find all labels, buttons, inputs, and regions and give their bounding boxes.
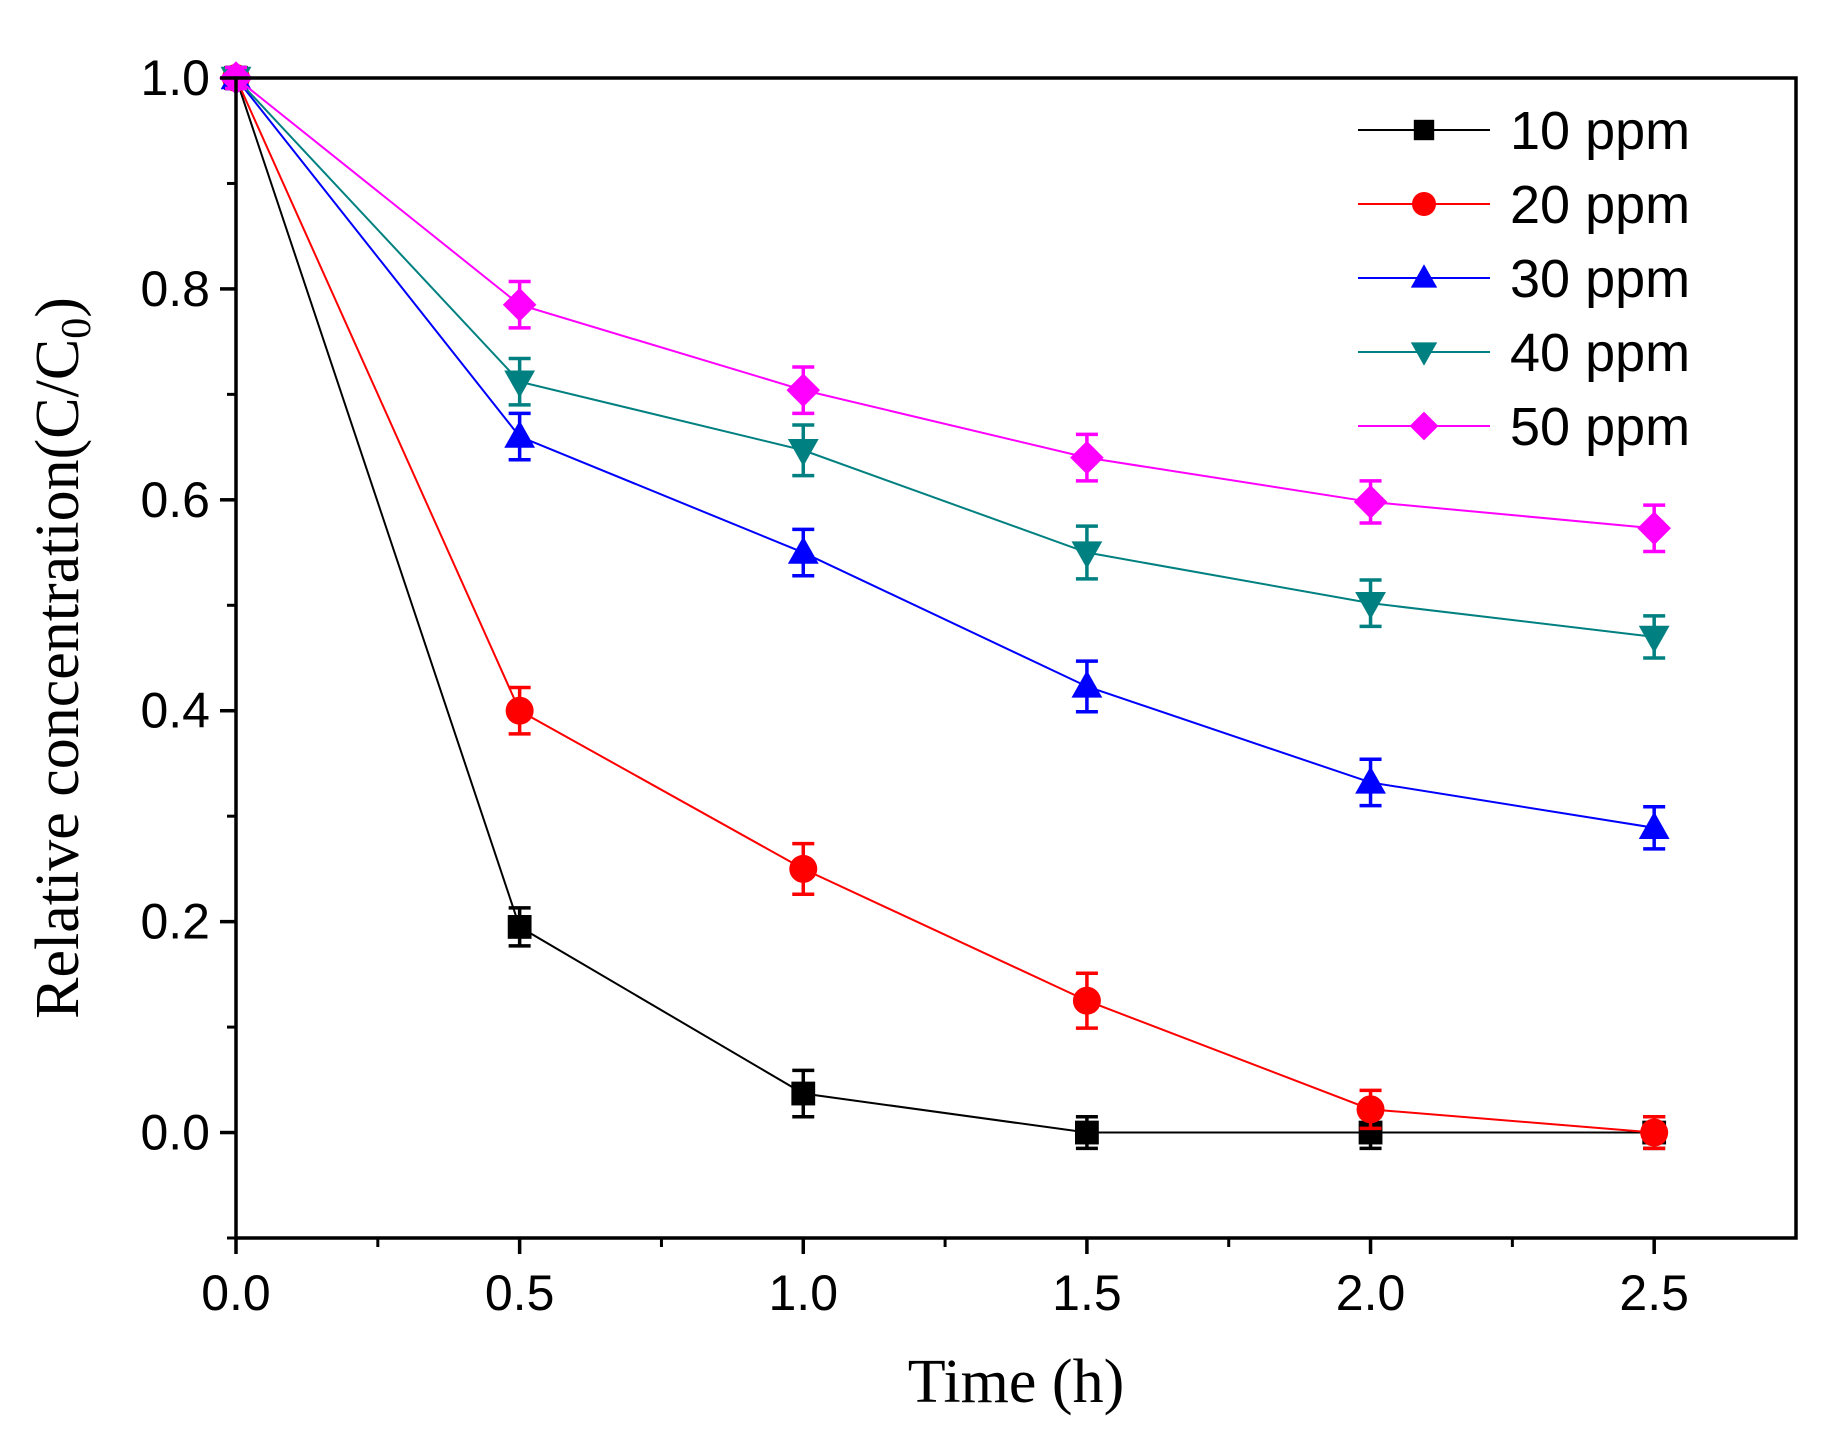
y-axis-title-main: Relative concentration(C/C (24, 339, 92, 1019)
y-tick-label: 1.0 (140, 50, 210, 106)
series-40-ppm (220, 65, 1670, 660)
y-axis-title-subscript: 0 (54, 318, 100, 339)
plot-frame (234, 76, 1798, 1240)
legend-label: 40 ppm (1510, 323, 1690, 383)
y-axis-title-close: ) (24, 297, 92, 318)
data-point-30-ppm (504, 420, 536, 448)
data-point-30-ppm (787, 536, 819, 564)
data-point-20-ppm (1356, 1095, 1385, 1124)
series-line-20-ppm (235, 77, 1655, 1134)
legend-item-20-ppm: 20 ppm (1358, 175, 1690, 235)
legend-item-50-ppm: 50 ppm (1358, 397, 1690, 457)
y-tick-label: 0.6 (140, 472, 210, 528)
data-point-20-ppm (505, 696, 534, 725)
series-line-10-ppm (235, 77, 1655, 1134)
series-line-40-ppm (235, 77, 1655, 638)
data-point-50-ppm (1353, 485, 1388, 519)
y-tick-label: 0.8 (140, 261, 210, 317)
series-line-30-ppm (235, 77, 1655, 829)
x-tick-label: 0.5 (485, 1265, 555, 1321)
legend-label: 50 ppm (1510, 397, 1690, 457)
data-point-50-ppm (1070, 440, 1104, 475)
series-20-ppm (222, 64, 1669, 1151)
legend-marker (1410, 342, 1438, 366)
y-axis-title: Relative concentration(C/C0) (24, 297, 100, 1019)
series-10-ppm (224, 65, 1667, 1151)
legend-label: 30 ppm (1510, 249, 1690, 309)
legend-marker (1413, 119, 1435, 141)
data-point-40-ppm (1638, 625, 1670, 654)
legend-item-40-ppm: 40 ppm (1358, 323, 1690, 383)
y-tick-label: 0.2 (140, 894, 210, 950)
data-point-10-ppm (1075, 1120, 1099, 1145)
legend-label: 10 ppm (1510, 101, 1690, 161)
data-point-50-ppm (786, 373, 821, 407)
data-point-10-ppm (791, 1081, 816, 1106)
data-point-20-ppm (1072, 986, 1101, 1015)
y-tick-label: 0.4 (140, 683, 210, 739)
data-point-30-ppm (1071, 670, 1103, 698)
legend-item-10-ppm: 10 ppm (1358, 101, 1690, 161)
data-point-30-ppm (1638, 811, 1670, 839)
data-point-20-ppm (1640, 1118, 1669, 1147)
x-tick-label: 0.0 (201, 1265, 271, 1321)
x-tick-label: 1.5 (1052, 1265, 1122, 1321)
data-point-40-ppm (1355, 591, 1386, 620)
legend-label: 20 ppm (1510, 175, 1690, 235)
series-50-ppm (219, 61, 1671, 554)
legend-marker (1410, 264, 1438, 288)
series-line-50-ppm (235, 77, 1655, 530)
data-point-40-ppm (504, 370, 536, 398)
legend-marker (1409, 411, 1439, 441)
x-tick-label: 2.5 (1619, 1265, 1689, 1321)
series-30-ppm (220, 61, 1670, 851)
data-point-50-ppm (502, 287, 537, 322)
x-axis-title: Time (h) (908, 1348, 1124, 1416)
data-point-40-ppm (1071, 541, 1103, 569)
data-point-30-ppm (1355, 766, 1386, 794)
data-point-20-ppm (789, 854, 818, 883)
legend-item-30-ppm: 30 ppm (1358, 249, 1690, 309)
data-point-40-ppm (787, 439, 819, 467)
legend-marker (1412, 192, 1436, 216)
data-point-10-ppm (507, 915, 532, 939)
y-tick-label: 0.0 (140, 1105, 210, 1161)
x-tick-label: 1.0 (769, 1265, 839, 1321)
x-tick-label: 2.0 (1336, 1265, 1406, 1321)
data-point-50-ppm (1637, 511, 1671, 546)
